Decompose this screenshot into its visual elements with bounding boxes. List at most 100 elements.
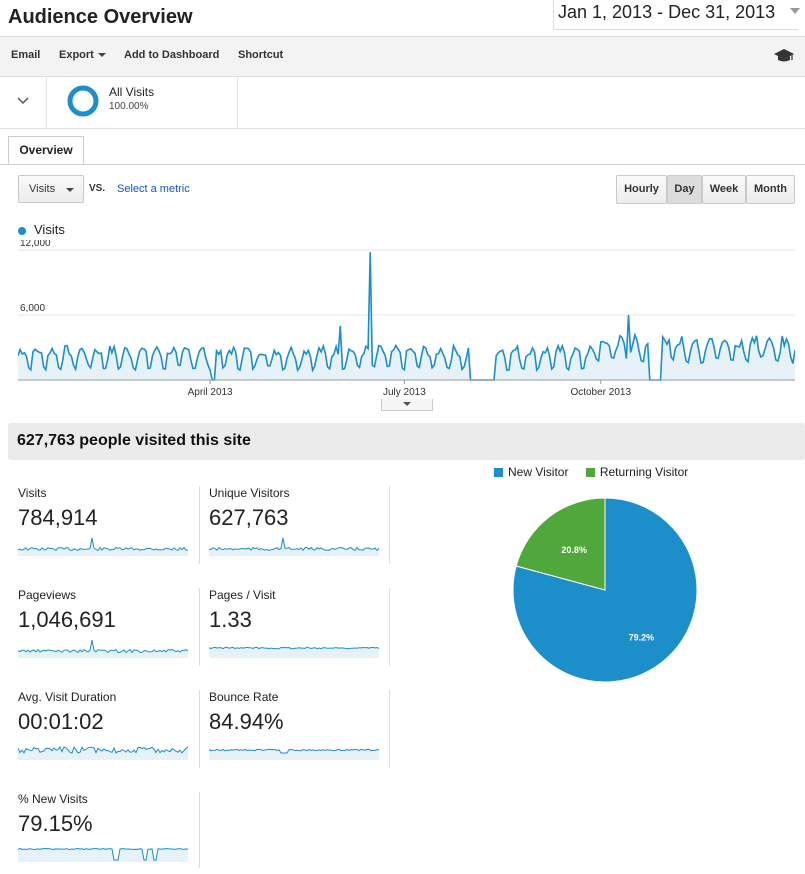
sparkline-line <box>209 646 379 650</box>
select-metric-link[interactable]: Select a metric <box>117 183 190 195</box>
shortcut-button[interactable]: Shortcut <box>238 49 284 61</box>
sparkline-area <box>209 749 379 760</box>
email-button[interactable]: Email <box>11 49 41 61</box>
summary-banner: 627,763 people visited this site <box>8 423 805 460</box>
metric-label: Pageviews <box>18 588 77 602</box>
report-toolbar: Email Export Add to Dashboard Shortcut <box>0 36 805 77</box>
sparkline-area <box>18 538 188 556</box>
sparkline-area <box>18 747 188 760</box>
metric-sparkline <box>209 646 379 658</box>
chart-legend: Visits <box>18 222 65 237</box>
metric-label: Bounce Rate <box>209 690 279 704</box>
metric-value: 1,046,691 <box>18 607 116 632</box>
chevron-down-icon[interactable] <box>790 8 800 14</box>
caret-down-icon <box>66 188 74 192</box>
pie-legend-returning[interactable]: Returning Visitor <box>599 465 689 479</box>
metric-label: Unique Visitors <box>209 486 290 500</box>
export-button[interactable]: Export <box>59 49 106 61</box>
metric-selector[interactable]: Visits <box>18 175 84 203</box>
segment-bar: All Visits 100.00% <box>0 76 805 129</box>
tile-divider <box>199 588 200 666</box>
metric-label: Visits <box>18 486 47 500</box>
metric-tile[interactable]: % New Visits 79.15% <box>18 792 190 874</box>
metric-label: % New Visits <box>18 792 88 806</box>
sparkline-area <box>18 640 188 658</box>
pie-legend-new[interactable]: New Visitor <box>508 465 569 479</box>
metric-value: 84.94% <box>209 709 284 734</box>
new-visitor-swatch <box>494 468 503 478</box>
segment-toggle[interactable] <box>0 76 47 128</box>
visits-line <box>18 252 795 381</box>
chart-expand-handle[interactable] <box>381 399 433 411</box>
tile-divider <box>389 486 390 564</box>
export-label: Export <box>59 49 94 61</box>
legend-series-name: Visits <box>34 222 65 237</box>
sparkline-line <box>209 748 379 754</box>
sparkline-line <box>209 537 379 552</box>
segment-all-visits[interactable]: All Visits 100.00% <box>47 76 238 128</box>
metric-tile[interactable]: Pages / Visit 1.33 <box>209 588 381 670</box>
pie-slice-label: 20.8% <box>561 545 587 555</box>
caret-down-icon <box>97 53 106 58</box>
granularity-hourly-button[interactable]: Hourly <box>616 175 667 204</box>
sparkline-area <box>18 848 188 862</box>
metric-sparkline <box>18 537 188 556</box>
metric-sparkline <box>209 537 379 556</box>
metric-tile[interactable]: Pageviews 1,046,691 <box>18 588 190 670</box>
chevron-down-icon[interactable] <box>17 97 29 105</box>
granularity-month-button[interactable]: Month <box>746 175 795 204</box>
pie-slice-label: 79.2% <box>629 633 655 643</box>
metric-label: Avg. Visit Duration <box>18 690 117 704</box>
metric-tile[interactable]: Unique Visitors 627,763 <box>209 486 381 568</box>
vs-label: VS. <box>89 183 106 194</box>
tab-overview[interactable]: Overview <box>8 136 84 164</box>
metric-value: 00:01:02 <box>18 709 104 734</box>
granularity-week-button[interactable]: Week <box>702 175 746 204</box>
metric-sparkline <box>18 639 188 658</box>
metric-value: 1.33 <box>209 607 252 632</box>
pie-slice-new-visitor[interactable] <box>512 497 698 683</box>
metric-value: 784,914 <box>18 505 98 530</box>
returning-visitor-swatch <box>585 468 595 478</box>
metric-sparkline <box>18 847 188 862</box>
sparkline-line <box>18 537 188 552</box>
metric-tile[interactable]: Avg. Visit Duration 00:01:02 <box>18 690 190 772</box>
visits-area <box>18 252 795 380</box>
date-range-picker[interactable]: Jan 1, 2013 - Dec 31, 2013 <box>553 0 800 30</box>
granularity-day-button[interactable]: Day <box>667 175 702 204</box>
tile-divider <box>199 690 200 768</box>
sparkline-line <box>18 746 188 754</box>
x-tick-label: October 2013 <box>570 387 631 398</box>
tab-bar: Overview <box>0 136 805 165</box>
metric-tile[interactable]: Bounce Rate 84.94% <box>209 690 381 772</box>
graduation-cap-icon[interactable] <box>774 49 794 63</box>
sparkline-area <box>209 538 379 556</box>
add-to-dashboard-button[interactable]: Add to Dashboard <box>124 49 220 61</box>
segment-name: All Visits <box>109 85 155 99</box>
metric-value: 79.15% <box>18 811 93 836</box>
sparkline-line <box>18 847 188 861</box>
summary-headline: 627,763 people visited this site <box>17 432 251 449</box>
y-tick-label: 12,000 <box>20 240 51 249</box>
metric-sparkline <box>18 746 188 760</box>
tile-divider <box>199 792 200 868</box>
metric-tile[interactable]: Visits 784,914 <box>18 486 190 568</box>
tile-divider <box>389 588 390 666</box>
metric-value: 627,763 <box>209 505 289 530</box>
metric-label: Pages / Visit <box>209 588 276 602</box>
tile-divider <box>199 486 200 564</box>
sparkline-line <box>18 639 188 654</box>
x-tick-label: July 2013 <box>383 387 426 398</box>
x-tick-label: April 2013 <box>188 387 233 398</box>
pie-slice-returning-visitor[interactable] <box>515 497 606 591</box>
metric-sparkline <box>209 748 379 760</box>
sparkline-area <box>209 647 379 658</box>
page-title: Audience Overview <box>8 6 193 28</box>
segment-ring-icon <box>67 85 99 117</box>
tile-divider <box>389 690 390 768</box>
chevron-down-icon <box>403 402 411 406</box>
visits-area-chart[interactable]: 12,000 6,000 April 2013 July 2013 October 20… <box>18 240 795 400</box>
legend-dot-icon <box>18 226 26 235</box>
y-tick-label: 6,000 <box>20 303 45 314</box>
visitor-type-pie-chart[interactable]: 79.2% 20.8% <box>505 490 705 690</box>
